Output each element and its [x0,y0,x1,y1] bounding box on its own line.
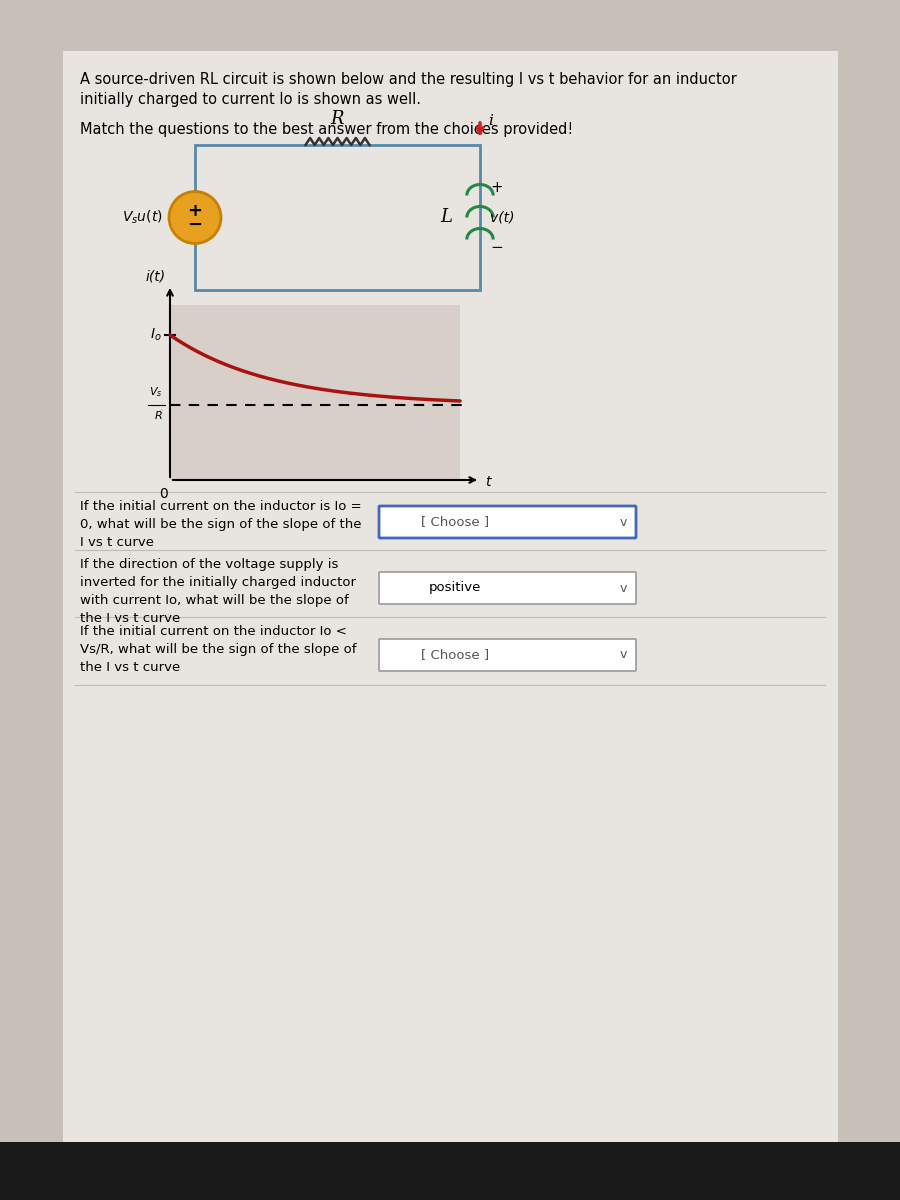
Text: initially charged to current Io is shown as well.: initially charged to current Io is shown… [80,92,421,107]
Text: +: + [187,202,202,220]
Text: t: t [485,475,490,490]
Text: positive: positive [428,582,482,594]
FancyBboxPatch shape [379,572,636,604]
Text: I vs t curve: I vs t curve [80,536,154,550]
Text: $V_s$: $V_s$ [148,385,162,398]
Text: R: R [331,110,344,128]
Text: +: + [490,180,503,194]
Text: v(t): v(t) [490,210,515,224]
Circle shape [169,192,221,244]
Text: −: − [187,216,202,234]
Text: inverted for the initially charged inductor: inverted for the initially charged induc… [80,576,356,589]
Text: the I vs t curve: the I vs t curve [80,661,180,674]
Text: L: L [440,209,452,227]
Text: i(t): i(t) [146,270,166,284]
Text: A source-driven RL circuit is shown below and the resulting I vs t behavior for : A source-driven RL circuit is shown belo… [80,72,737,86]
Bar [170,305,460,480]
Text: v: v [619,582,626,594]
Bar [0,1142,900,1200]
Text: Match the questions to the best answer from the choices provided!: Match the questions to the best answer f… [80,122,573,137]
Text: R: R [154,410,162,421]
Text: $I_o$: $I_o$ [150,326,162,343]
Text: Vs/R, what will be the sign of the slope of: Vs/R, what will be the sign of the slope… [80,643,356,656]
FancyBboxPatch shape [379,506,636,538]
Text: 0: 0 [159,487,168,502]
Text: −: − [490,240,503,254]
Text: [ Choose ]: [ Choose ] [421,516,489,528]
Text: 0, what will be the sign of the slope of the: 0, what will be the sign of the slope of… [80,518,362,530]
Text: If the initial current on the inductor is Io =: If the initial current on the inductor i… [80,500,362,514]
Text: If the direction of the voltage supply is: If the direction of the voltage supply i… [80,558,338,571]
Bar [62,50,838,1145]
Text: v: v [619,516,626,528]
Text: $V_s u(t)$: $V_s u(t)$ [122,209,163,226]
Bar [195,145,480,290]
Text: v: v [619,648,626,661]
Text: If the initial current on the inductor Io <: If the initial current on the inductor I… [80,625,346,638]
Text: the I vs t curve: the I vs t curve [80,612,180,625]
Text: i: i [488,114,493,128]
Text: with current Io, what will be the slope of: with current Io, what will be the slope … [80,594,349,607]
FancyBboxPatch shape [379,638,636,671]
Text: [ Choose ]: [ Choose ] [421,648,489,661]
